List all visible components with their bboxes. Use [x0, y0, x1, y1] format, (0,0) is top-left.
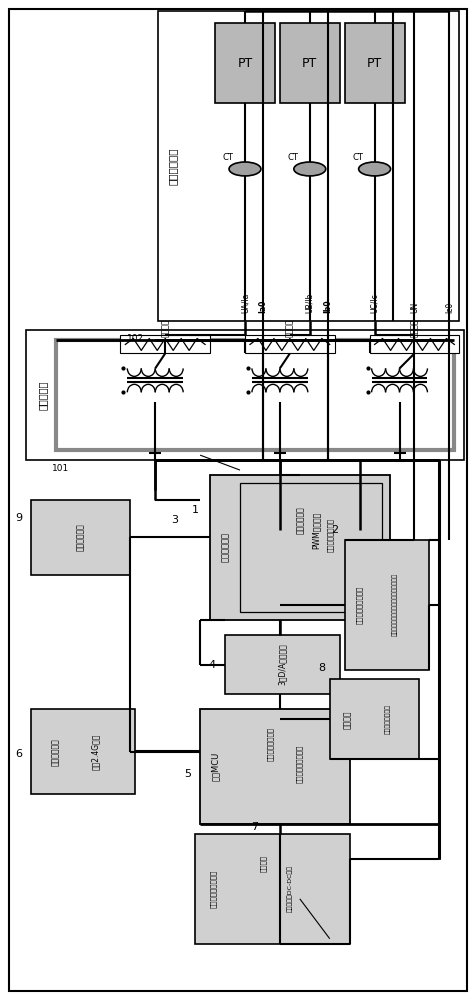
- Text: 7: 7: [251, 822, 258, 832]
- Text: 3路D/A转换单元: 3路D/A转换单元: [278, 644, 287, 685]
- Text: UB/Ib: UB/Ib: [305, 292, 314, 313]
- Text: 无线2.4G蓝牙: 无线2.4G蓝牙: [91, 734, 100, 770]
- Text: UA/Ia: UA/Ia: [240, 292, 249, 313]
- Text: 限流电阔: 限流电阔: [161, 318, 170, 337]
- Bar: [195, 834, 350, 944]
- Ellipse shape: [229, 162, 261, 176]
- Ellipse shape: [358, 162, 390, 176]
- Text: 9: 9: [15, 513, 22, 523]
- Text: CT: CT: [288, 153, 298, 162]
- Text: 无线通信电路: 无线通信电路: [51, 738, 60, 766]
- Text: Ib0: Ib0: [323, 299, 332, 313]
- Bar: [345, 540, 429, 670]
- Text: 8: 8: [318, 663, 325, 673]
- Text: PT: PT: [302, 57, 317, 70]
- Bar: [245, 335, 335, 353]
- Text: 锂电池供电管理电路: 锂电池供电管理电路: [210, 870, 217, 908]
- Text: 人机交互电路: 人机交互电路: [76, 524, 85, 551]
- Text: 保护电路: 保护电路: [343, 710, 352, 729]
- Text: 欠压过载过流保护: 欠压过载过流保护: [385, 704, 390, 734]
- Ellipse shape: [294, 162, 326, 176]
- Bar: [225, 635, 340, 694]
- Bar: [370, 335, 459, 353]
- Text: 6: 6: [15, 749, 22, 759]
- Text: UN: UN: [410, 301, 419, 313]
- Text: CT: CT: [223, 153, 233, 162]
- Text: UC/Ic: UC/Ic: [370, 293, 379, 313]
- Bar: [280, 23, 340, 103]
- Bar: [210, 475, 389, 620]
- Bar: [330, 679, 419, 759]
- Bar: [26, 330, 464, 460]
- Text: 102: 102: [127, 334, 144, 343]
- Text: 数字功放电路: 数字功放电路: [220, 532, 229, 562]
- Text: 信号调理功能: 信号调理功能: [297, 506, 305, 534]
- Text: 输出电压、电流、频率、相位、幅値测量: 输出电压、电流、频率、相位、幅値测量: [392, 573, 397, 636]
- Bar: [158, 11, 459, 321]
- Text: Ia0: Ia0: [258, 299, 268, 313]
- Text: 4: 4: [208, 660, 216, 670]
- Bar: [200, 709, 350, 824]
- Text: 激动和桥功率转换: 激动和桥功率转换: [327, 518, 334, 552]
- Text: 3: 3: [172, 515, 178, 525]
- Bar: [30, 500, 130, 575]
- Bar: [120, 335, 210, 353]
- Text: CT: CT: [352, 153, 363, 162]
- Text: PWM调制功能: PWM调制功能: [311, 511, 320, 549]
- Text: 5: 5: [185, 769, 192, 779]
- Bar: [240, 483, 382, 612]
- Text: 三相负载回路: 三相负载回路: [167, 147, 177, 185]
- Bar: [56, 340, 455, 450]
- Text: 限流电阔: 限流电阔: [285, 318, 294, 337]
- Text: PT: PT: [367, 57, 382, 70]
- Text: 任意波形合成单元: 任意波形合成单元: [267, 727, 273, 761]
- Text: Ic0: Ic0: [445, 301, 454, 313]
- Text: 101: 101: [52, 464, 69, 473]
- Text: 输出变压器: 输出变压器: [38, 381, 48, 410]
- Bar: [215, 23, 275, 103]
- Text: 输出电参量检测电路: 输出电参量检测电路: [357, 586, 363, 624]
- Text: 2: 2: [331, 525, 338, 535]
- Bar: [30, 709, 135, 794]
- Text: 限流电阔: 限流电阔: [410, 318, 419, 337]
- Text: 主控MCU: 主控MCU: [210, 752, 219, 781]
- Text: 通信、保护逻辑控制: 通信、保护逻辑控制: [297, 745, 303, 783]
- Text: PT: PT: [238, 57, 253, 70]
- Bar: [345, 23, 405, 103]
- Text: 充电管理: 充电管理: [259, 855, 266, 872]
- Text: 放电管理和DC-DC电路: 放电管理和DC-DC电路: [287, 865, 293, 912]
- Text: 1: 1: [192, 505, 198, 515]
